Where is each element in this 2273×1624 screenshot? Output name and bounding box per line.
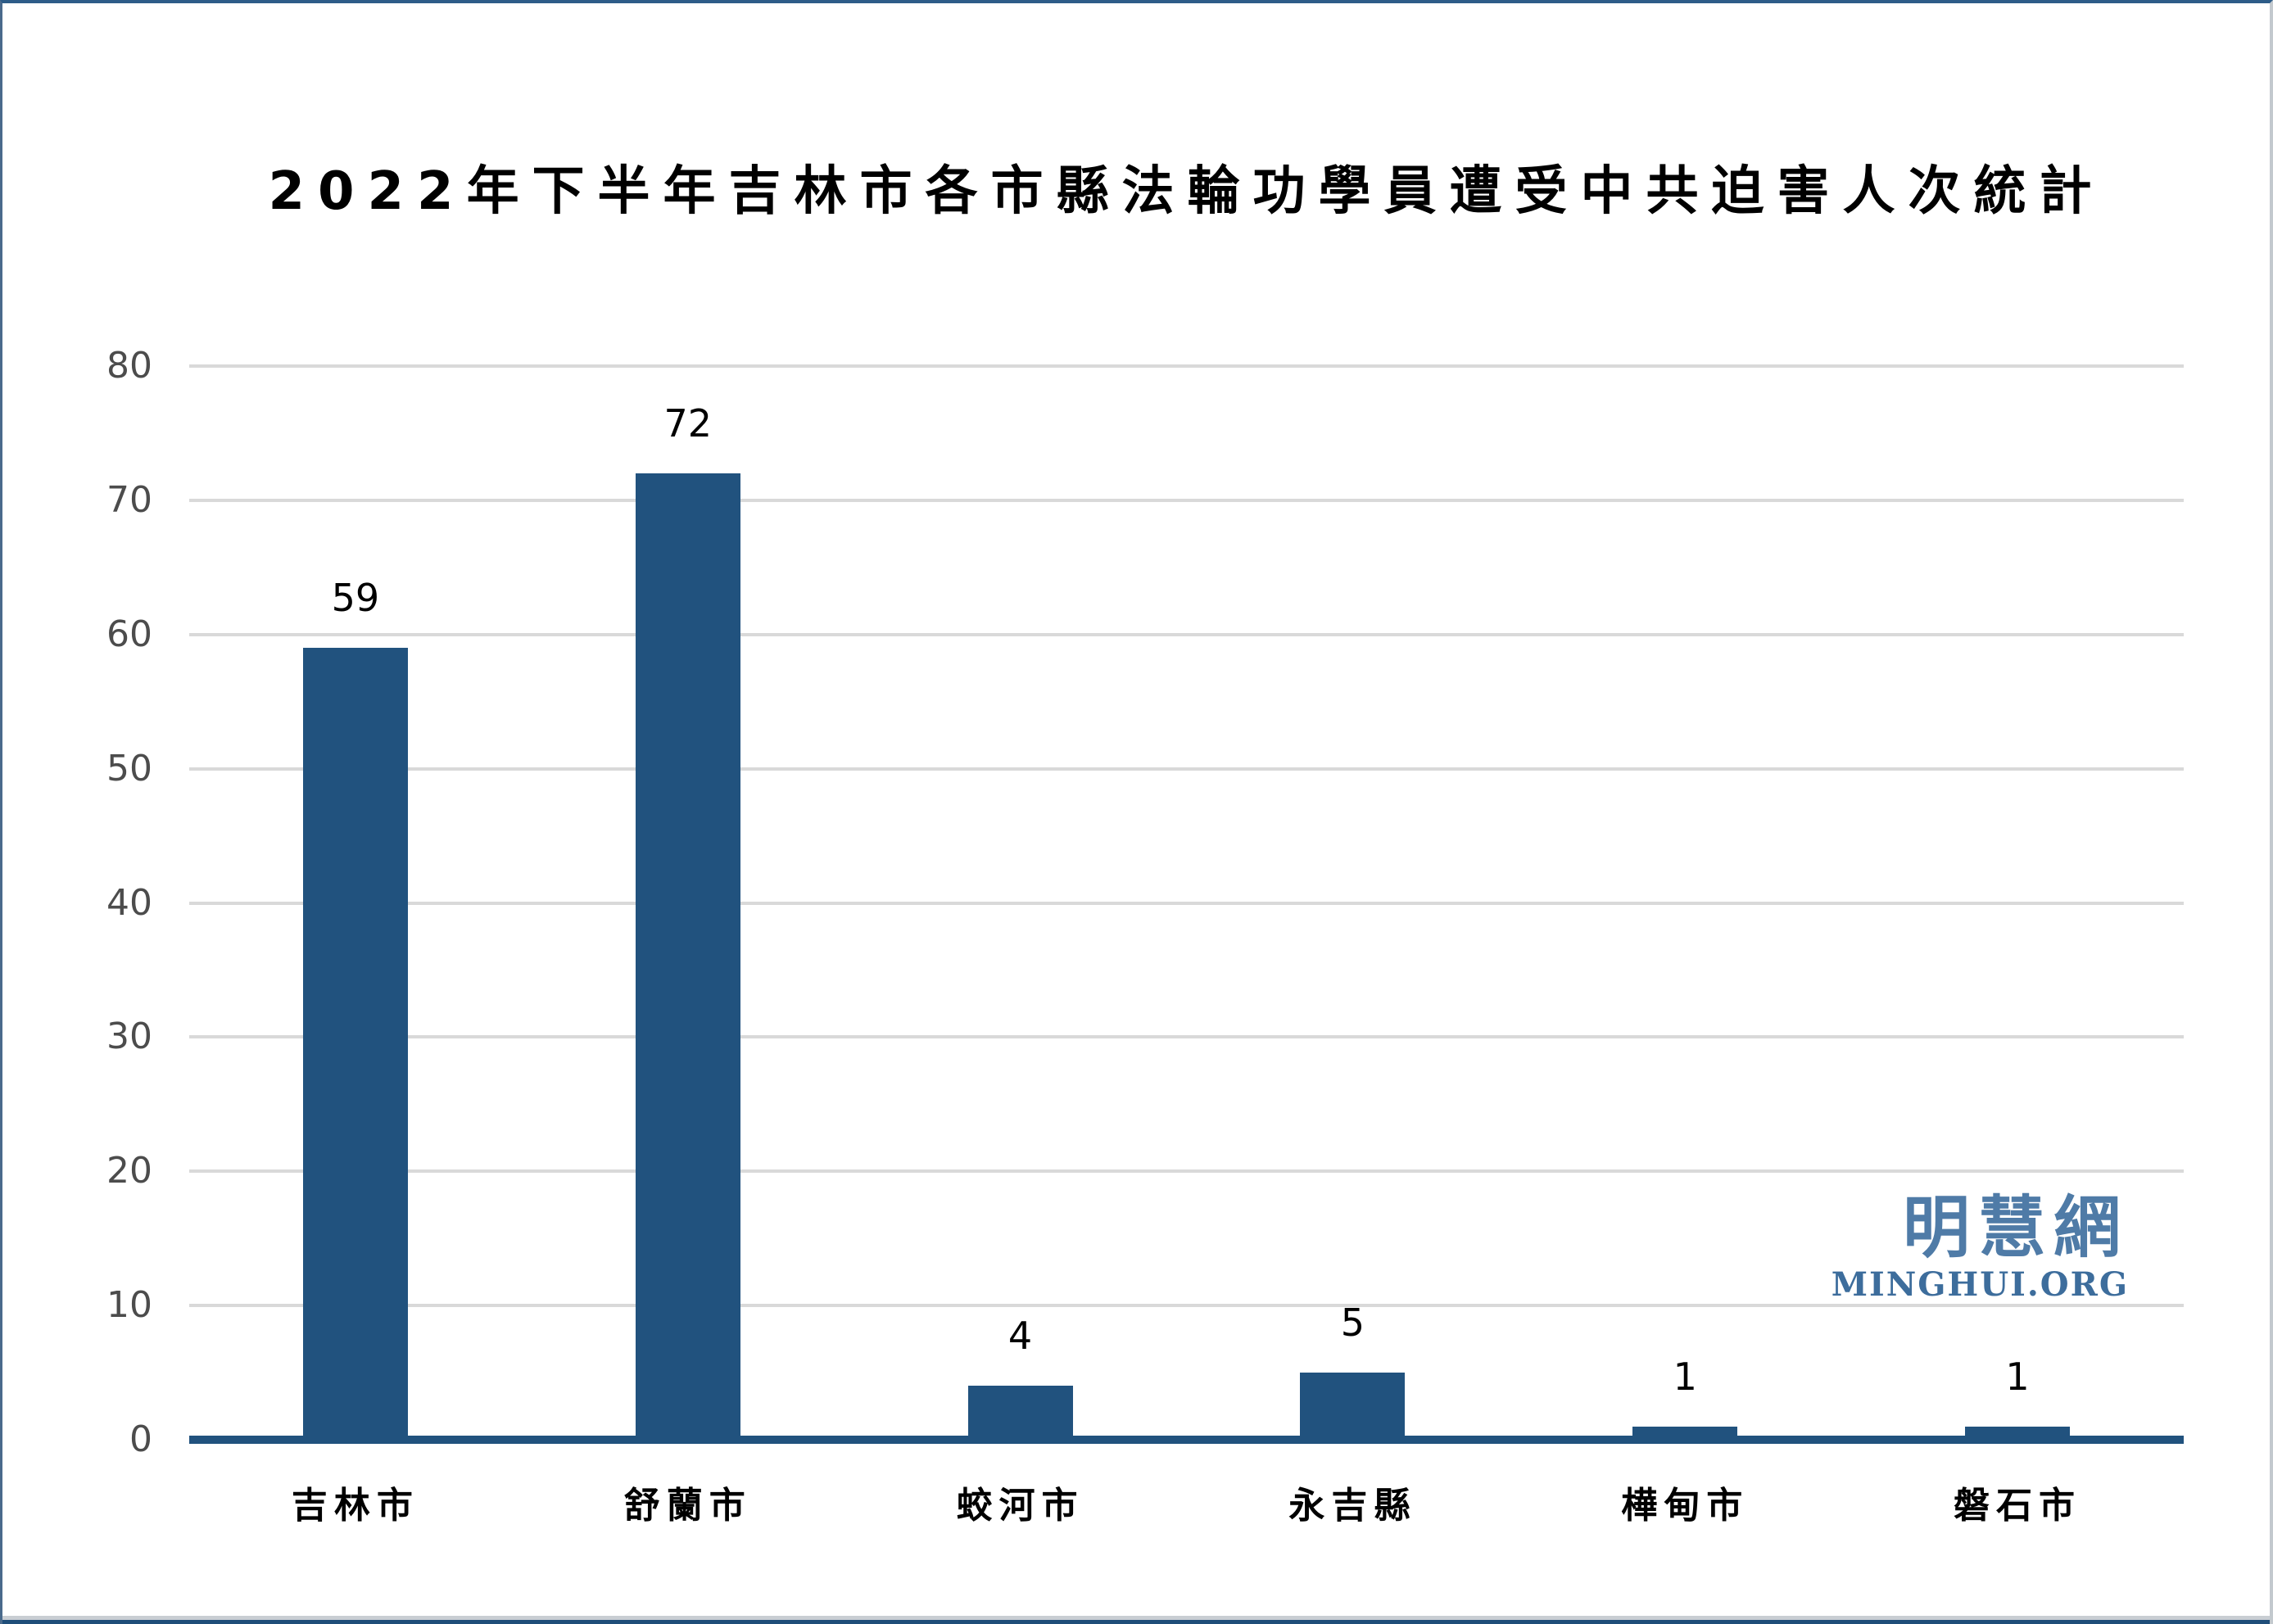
bar-group: 59 吉林市 xyxy=(189,366,522,1527)
bar-value-label: 1 xyxy=(1673,1354,1697,1399)
gridline-60 xyxy=(189,632,2184,636)
bar xyxy=(635,473,740,1440)
bar-value-label: 4 xyxy=(1007,1314,1033,1359)
bar-group: 4 蛟河市 xyxy=(854,366,1187,1527)
y-axis-tick-label: 10 xyxy=(106,1284,152,1327)
gridline-70 xyxy=(189,498,2184,502)
category-label: 舒蘭市 xyxy=(623,1485,752,1527)
bar-value-label: 5 xyxy=(1340,1301,1365,1346)
gridline-50 xyxy=(189,767,2184,771)
bar xyxy=(967,1386,1073,1440)
y-axis-tick-label: 50 xyxy=(106,747,152,789)
bar-value-label: 72 xyxy=(663,401,713,446)
y-axis-tick-label: 0 xyxy=(129,1418,152,1460)
gridline-40 xyxy=(189,901,2184,905)
y-axis-tick-label: 70 xyxy=(106,478,152,521)
minghui-watermark: 明慧網 MINGHUI.ORG xyxy=(1832,1195,2129,1301)
bar xyxy=(1300,1373,1406,1440)
minghui-logo-latin: MINGHUI.ORG xyxy=(1831,1265,2129,1304)
category-label: 磐石市 xyxy=(1954,1485,2082,1527)
bar-group: 5 永吉縣 xyxy=(1186,366,1519,1527)
y-axis-tick-label: 80 xyxy=(106,345,152,387)
gridline-10 xyxy=(189,1304,2184,1308)
y-axis-tick-label: 20 xyxy=(106,1150,152,1192)
category-label: 蛟河市 xyxy=(956,1485,1084,1527)
gridline-30 xyxy=(189,1035,2184,1039)
chart-title: 2022年下半年吉林市各市縣法輪功學員遭受中共迫害人次統計 xyxy=(268,161,2105,222)
gridline-80 xyxy=(189,364,2184,368)
plot-area: 0 10 20 30 40 50 60 70 80 59 吉林市 72 舒蘭市 4 蛟河市 5 永吉縣 1 樺甸市… xyxy=(106,348,2184,1527)
minghui-logo-chinese: 明慧網 xyxy=(1902,1189,2129,1267)
bar-value-label: 59 xyxy=(331,576,380,621)
gridline-20 xyxy=(189,1169,2184,1174)
category-label: 樺甸市 xyxy=(1621,1485,1750,1527)
y-axis-tick-label: 60 xyxy=(106,613,152,655)
category-label: 永吉縣 xyxy=(1288,1485,1417,1527)
y-axis-tick-label: 40 xyxy=(106,881,152,924)
bar-group: 72 舒蘭市 xyxy=(522,366,854,1527)
bar-group: 1 樺甸市 xyxy=(1519,366,1851,1527)
bottom-blue-strip xyxy=(2,1620,2270,1624)
category-label: 吉林市 xyxy=(291,1485,419,1527)
bottom-grey-line xyxy=(2,1616,2270,1620)
x-axis-line xyxy=(189,1436,2184,1444)
bar-value-label: 1 xyxy=(2005,1354,2030,1399)
bar xyxy=(302,648,408,1440)
y-axis-tick-label: 30 xyxy=(106,1016,152,1058)
